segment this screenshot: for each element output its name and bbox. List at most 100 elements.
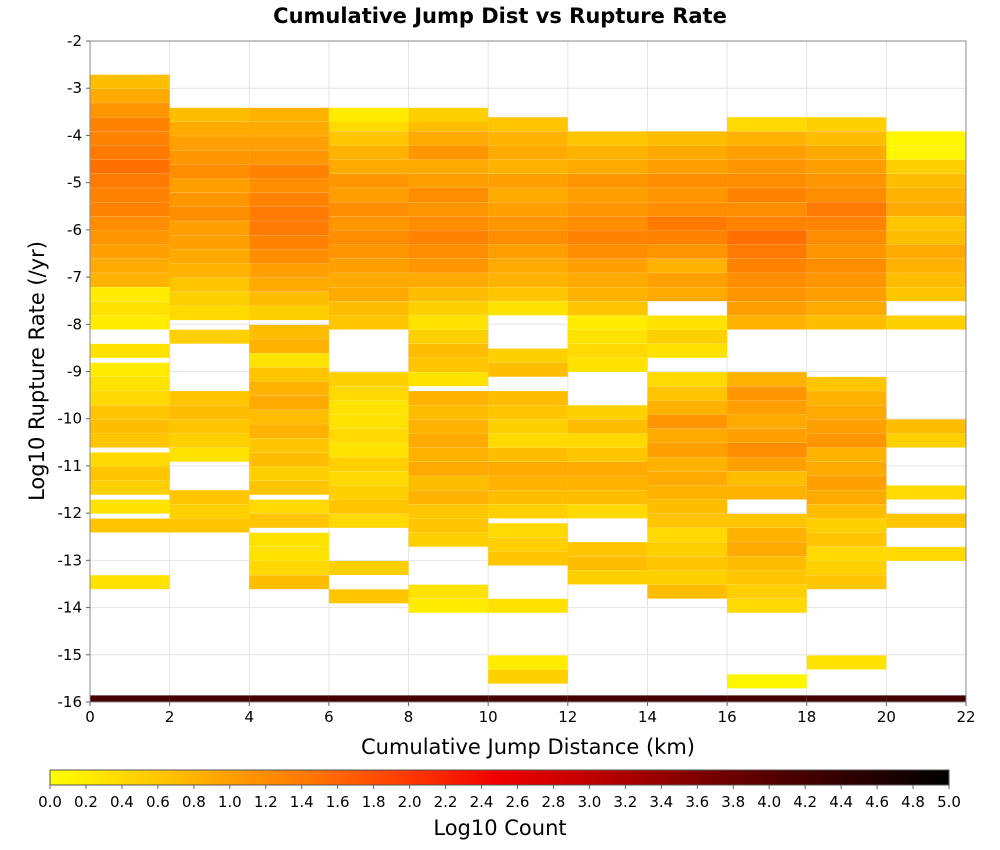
heatmap-cell (488, 551, 568, 566)
heatmap-cell (647, 372, 728, 387)
heatmap-cell (408, 173, 489, 188)
colorbar-tick-label: 1.2 (254, 793, 278, 811)
heatmap-cell (249, 339, 329, 354)
heatmap-cell (488, 537, 568, 552)
y-axis-ticks: -2 -3 -4 -5 -6 -7 -8 -9 -10 -11 -12 -13 -14 -15 -16 (58, 32, 90, 711)
heatmap-cell (727, 244, 807, 259)
heatmap-cell (169, 221, 250, 236)
heatmap-cell (328, 230, 409, 245)
heatmap-cell (90, 301, 170, 316)
heatmap-cell (328, 216, 409, 231)
heatmap-cell (806, 230, 887, 245)
heatmap-cell (647, 287, 728, 302)
heatmap-cell (806, 518, 887, 533)
colorbar-ticks: 0.0 0.2 0.4 0.6 0.8 1.0 1.2 1.4 1.6 1.8 2.0 2.2 2.4 2… (38, 785, 961, 811)
heatmap-cell (249, 306, 329, 321)
colorbar-tick-label: 5.0 (937, 793, 961, 811)
heatmap-cell (806, 461, 887, 476)
heatmap-cell (488, 159, 568, 174)
heatmap-cell (169, 391, 250, 406)
heatmap-cell (488, 230, 568, 245)
heatmap-cell (647, 202, 728, 217)
heatmap-cell (249, 513, 329, 528)
heatmap-cell (169, 263, 250, 278)
colorbar-tick-label: 2.0 (398, 793, 422, 811)
y-tick-label: -7 (67, 268, 82, 286)
heatmap-cell (886, 159, 966, 174)
chart-title: Cumulative Jump Dist vs Rupture Rate (273, 4, 727, 28)
heatmap-cell (90, 433, 170, 448)
y-tick-label: -14 (58, 599, 83, 617)
heatmap-cell (567, 695, 648, 703)
heatmap-cell (567, 188, 648, 203)
y-axis-label: Log10 Rupture Rate (/yr) (25, 241, 49, 501)
colorbar-tick-label: 0.8 (182, 793, 206, 811)
heatmap-cell (328, 372, 409, 387)
heatmap-cell (886, 202, 966, 217)
colorbar-tick-label: 3.4 (649, 793, 673, 811)
heatmap-cell (647, 414, 728, 429)
heatmap-cell (169, 107, 250, 122)
heatmap-cell (886, 216, 966, 231)
heatmap-cell (169, 518, 250, 533)
heatmap-cell (328, 287, 409, 302)
colorbar-tick-label: 1.6 (326, 793, 350, 811)
heatmap-cell (488, 598, 568, 613)
heatmap-cell (328, 244, 409, 259)
heatmap-cell (727, 287, 807, 302)
heatmap-cell (567, 447, 648, 462)
heatmap-cell (408, 315, 489, 330)
heatmap-cell (806, 287, 887, 302)
heatmap-cell (90, 376, 170, 391)
heatmap-cell (647, 258, 728, 273)
heatmap-cell (408, 490, 489, 505)
heatmap-cell (567, 329, 648, 344)
heatmap-cell (647, 216, 728, 231)
heatmap-cell (169, 504, 250, 519)
heatmap-cell (886, 546, 966, 561)
heatmap-cell (408, 447, 489, 462)
heatmap-cell (90, 273, 170, 288)
heatmap-cell (328, 457, 409, 472)
heatmap-cell (806, 447, 887, 462)
heatmap-cell (727, 372, 807, 387)
heatmap-cell (90, 188, 170, 203)
heatmap-cell (169, 136, 250, 151)
y-tick-label: -2 (67, 32, 82, 50)
heatmap-cell (567, 244, 648, 259)
heatmap-cell (886, 230, 966, 245)
heatmap-cell (408, 258, 489, 273)
heatmap-cell (727, 674, 807, 689)
colorbar-tick-label: 1.8 (362, 793, 386, 811)
heatmap-cell (249, 546, 329, 561)
heatmap-cell (886, 188, 966, 203)
heatmap-cell (886, 433, 966, 448)
heatmap-cell (249, 480, 329, 495)
heatmap-cell (806, 131, 887, 146)
heatmap-cell (90, 258, 170, 273)
heatmap-cell (727, 159, 807, 174)
heatmap-cell (90, 202, 170, 217)
heatmap-cell (488, 188, 568, 203)
x-axis-label: Cumulative Jump Distance (km) (361, 735, 695, 759)
heatmap-cell (408, 244, 489, 259)
heatmap-cell (886, 419, 966, 434)
heatmap-cell (488, 655, 568, 670)
heatmap-cell (90, 518, 170, 533)
colorbar-tick-label: 4.8 (901, 793, 925, 811)
heatmap-cell (567, 315, 648, 330)
heatmap-cell (567, 216, 648, 231)
heatmap-cell (90, 695, 170, 703)
heatmap-cell (249, 178, 329, 193)
x-tick-label: 20 (877, 708, 896, 726)
heatmap-cell (90, 315, 170, 330)
heatmap-cell (727, 527, 807, 542)
heatmap-cell (249, 695, 329, 703)
y-tick-label: -10 (58, 410, 83, 428)
heatmap-cell (806, 546, 887, 561)
heatmap-cell (806, 391, 887, 406)
heatmap-cell (328, 442, 409, 457)
heatmap-cell (567, 419, 648, 434)
heatmap-cell (488, 287, 568, 302)
heatmap-cell (806, 490, 887, 505)
